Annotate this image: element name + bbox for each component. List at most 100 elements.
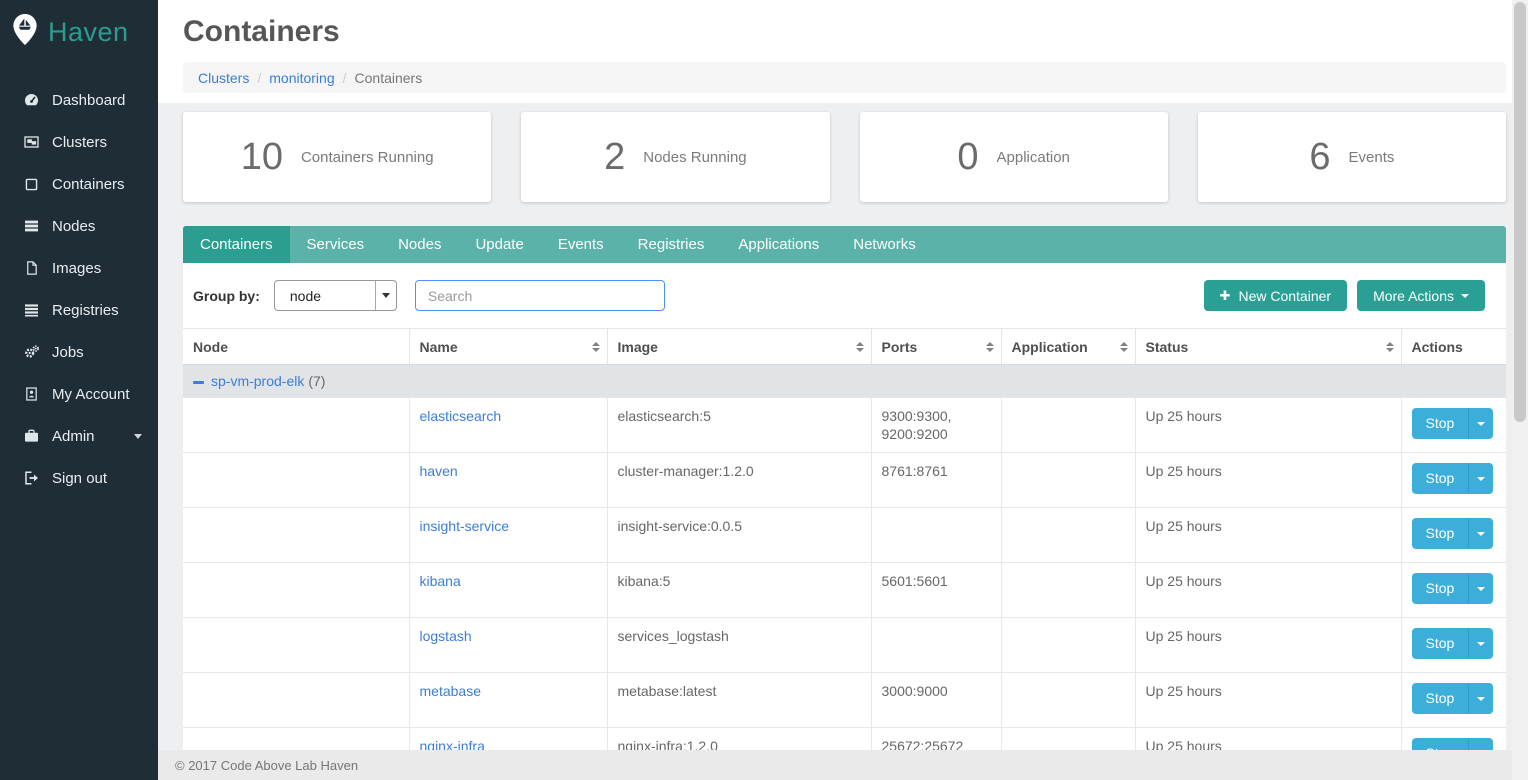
container-link[interactable]: metabase [419, 683, 481, 699]
column-header-image[interactable]: Image [606, 328, 871, 365]
column-header-ports[interactable]: Ports [870, 328, 1001, 365]
tab-bar: Containers Services Nodes Update Events … [183, 226, 1506, 263]
sidebar-item-admin[interactable]: Admin [0, 415, 158, 457]
actions-cell: Stop [1400, 617, 1506, 673]
node-group-row: sp-vm-prod-elk (7) [183, 364, 1506, 398]
new-container-button[interactable]: ✚ New Container [1203, 280, 1348, 311]
sort-icon[interactable] [1385, 341, 1394, 352]
stop-split-button: Stop [1411, 518, 1494, 549]
ports-cell [870, 507, 1001, 563]
tab-networks[interactable]: Networks [853, 236, 916, 253]
column-header-name[interactable]: Name [408, 328, 607, 365]
status-cell: Up 25 hours [1134, 672, 1401, 728]
toolbar: Group by: node ✚ New Container More Acti… [183, 263, 1506, 328]
table-row: metabase metabase:latest 3000:9000 Up 25… [183, 672, 1506, 728]
stop-button[interactable]: Stop [1411, 463, 1469, 494]
node-cell [183, 617, 409, 673]
sidebar-item-nodes[interactable]: Nodes [0, 205, 158, 247]
new-container-label: New Container [1238, 287, 1332, 304]
sidebar-item-my-account[interactable]: My Account [0, 373, 158, 415]
container-link[interactable]: elasticsearch [419, 408, 502, 424]
column-header-node[interactable]: Node [183, 328, 409, 365]
sidebar-item-sign-out[interactable]: Sign out [0, 457, 158, 499]
tab-services[interactable]: Services [306, 236, 365, 253]
file-icon [22, 260, 40, 276]
page-title: Containers [183, 15, 340, 48]
stop-button[interactable]: Stop [1411, 518, 1469, 549]
sort-icon[interactable] [591, 341, 600, 352]
tab-applications[interactable]: Applications [738, 236, 820, 253]
stop-dropdown-toggle[interactable] [1468, 683, 1494, 714]
container-link[interactable]: logstash [419, 628, 472, 644]
sidebar-item-label: Dashboard [52, 91, 126, 109]
sidebar-item-label: Admin [52, 427, 95, 445]
table-row: insight-service insight-service:0.0.5 Up… [183, 507, 1506, 563]
sidebar-item-dashboard[interactable]: Dashboard [0, 79, 158, 121]
node-cell [183, 562, 409, 618]
column-header-application[interactable]: Application [1000, 328, 1135, 365]
sign-out-icon [22, 470, 40, 486]
tab-nodes[interactable]: Nodes [398, 236, 442, 253]
stop-split-button: Stop [1411, 463, 1494, 494]
sidebar-item-label: Nodes [52, 217, 96, 235]
stop-dropdown-toggle[interactable] [1468, 628, 1494, 659]
stat-card-nodes-running: 2 Nodes Running [521, 112, 830, 202]
sidebar-item-label: Containers [52, 175, 125, 193]
stat-card-containers-running: 10 Containers Running [183, 112, 492, 202]
name-cell: elasticsearch [408, 397, 607, 453]
stop-dropdown-toggle[interactable] [1468, 408, 1494, 439]
column-header-actions: Actions [1400, 328, 1506, 365]
app-logo[interactable]: Haven [0, 0, 158, 51]
image-cell: metabase:latest [606, 672, 871, 728]
ports-cell: 5601:5601 [870, 562, 1001, 618]
plus-icon: ✚ [1219, 287, 1231, 303]
breadcrumb-link-clusters[interactable]: Clusters [198, 69, 250, 86]
actions-cell: Stop [1400, 452, 1506, 508]
stop-button[interactable]: Stop [1411, 408, 1469, 439]
column-header-status[interactable]: Status [1134, 328, 1401, 365]
sidebar-item-images[interactable]: Images [0, 247, 158, 289]
more-actions-button[interactable]: More Actions [1357, 280, 1485, 311]
vertical-scrollbar[interactable] [1512, 0, 1528, 780]
stop-dropdown-toggle[interactable] [1468, 573, 1494, 604]
tab-events[interactable]: Events [557, 236, 604, 253]
stat-label: Containers Running [300, 148, 434, 166]
container-link[interactable]: insight-service [419, 518, 509, 534]
scrollbar-thumb[interactable] [1514, 2, 1526, 422]
group-by-select[interactable]: node [273, 280, 397, 311]
sort-icon[interactable] [855, 341, 864, 352]
search-input[interactable] [414, 280, 665, 311]
caret-down-icon [1477, 476, 1486, 481]
tab-registries[interactable]: Registries [637, 236, 705, 253]
sidebar-item-containers[interactable]: Containers [0, 163, 158, 205]
stop-button[interactable]: Stop [1411, 573, 1469, 604]
image-cell: services_logstash [606, 617, 871, 673]
sidebar-item-label: My Account [52, 385, 130, 403]
node-group-link[interactable]: sp-vm-prod-elk [211, 373, 305, 389]
content-area: 10 Containers Running 2 Nodes Running 0 … [158, 112, 1528, 780]
stop-button[interactable]: Stop [1411, 628, 1469, 659]
tachometer-icon [22, 92, 40, 108]
sidebar-item-registries[interactable]: Registries [0, 289, 158, 331]
container-link[interactable]: haven [419, 463, 458, 479]
sort-icon[interactable] [985, 341, 994, 352]
stop-dropdown-toggle[interactable] [1468, 518, 1494, 549]
copyright-text: © 2017 Code Above Lab Haven [175, 757, 359, 773]
collapse-minus-icon[interactable] [193, 380, 204, 384]
stop-dropdown-toggle[interactable] [1468, 463, 1494, 494]
sort-icon[interactable] [1119, 341, 1128, 352]
breadcrumb-separator: / [342, 69, 347, 86]
name-cell: kibana [408, 562, 607, 618]
object-group-icon [22, 134, 40, 150]
tab-containers[interactable]: Containers [183, 226, 290, 263]
tab-update[interactable]: Update [475, 236, 524, 253]
sidebar-item-clusters[interactable]: Clusters [0, 121, 158, 163]
breadcrumb-link-monitoring[interactable]: monitoring [269, 69, 335, 86]
image-cell: kibana:5 [606, 562, 871, 618]
stat-label: Events [1348, 148, 1395, 166]
container-link[interactable]: kibana [419, 573, 461, 589]
sidebar-item-jobs[interactable]: Jobs [0, 331, 158, 373]
stat-label: Application [996, 148, 1070, 166]
stop-button[interactable]: Stop [1411, 683, 1469, 714]
caret-down-icon [1477, 696, 1486, 701]
